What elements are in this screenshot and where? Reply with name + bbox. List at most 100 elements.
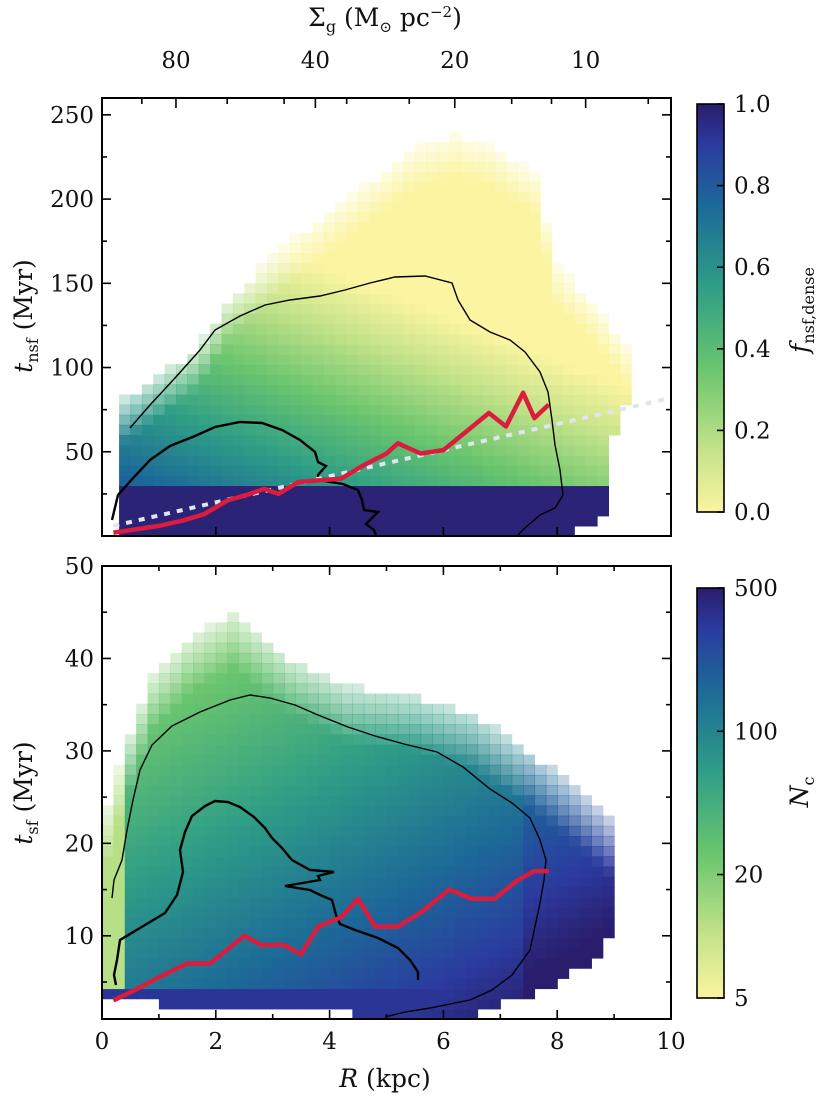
heatmap-cell <box>181 968 194 979</box>
heatmap-cell <box>238 754 251 766</box>
heatmap-cell <box>358 465 371 476</box>
heatmap-cell <box>505 333 518 345</box>
heatmap-cell <box>471 515 484 527</box>
heatmap-cell <box>545 856 558 868</box>
heatmap-cell <box>426 414 439 426</box>
heatmap-cell <box>352 744 365 756</box>
heatmap-cell <box>505 364 518 375</box>
heatmap-cell <box>170 693 183 705</box>
heatmap-cell <box>210 343 223 355</box>
heatmap-cell <box>557 886 570 898</box>
heatmap-cell <box>141 515 154 527</box>
heatmap-cell <box>414 404 427 416</box>
heatmap-cell <box>346 323 359 335</box>
heatmap-cell <box>511 907 524 918</box>
heatmap-cell <box>181 703 194 715</box>
heatmap-cell <box>215 693 228 705</box>
heatmap-cell <box>602 825 615 837</box>
heatmap-cell <box>375 957 388 969</box>
heatmap-cell <box>409 866 422 878</box>
heatmap-cell <box>392 162 405 173</box>
heatmap-cell <box>102 825 114 837</box>
heatmap-cell <box>335 525 348 536</box>
heatmap-cell <box>113 825 126 837</box>
heatmap-cell <box>278 293 291 305</box>
heatmap-cell <box>306 856 319 868</box>
heatmap-cell <box>454 835 467 847</box>
heatmap-cell <box>238 886 251 898</box>
heatmap-cell <box>414 343 427 355</box>
heatmap-cell <box>380 222 393 234</box>
heatmap-cell <box>551 505 564 517</box>
heatmap-cell <box>238 764 251 776</box>
bottom-contour-inner <box>112 799 420 986</box>
heatmap-cell <box>369 354 382 365</box>
heatmap-cell <box>449 141 462 153</box>
heatmap-cell <box>363 968 376 979</box>
heatmap-cell <box>346 424 359 436</box>
heatmap-cell <box>403 364 416 375</box>
heatmap-cell <box>158 825 171 837</box>
heatmap-cell <box>284 957 297 969</box>
heatmap-cell <box>215 744 228 756</box>
heatmap-cell <box>517 252 530 264</box>
heatmap-cell <box>511 978 524 990</box>
heatmap-cell <box>574 485 587 497</box>
heatmap-cell <box>397 968 410 979</box>
heatmap-cell <box>170 896 183 908</box>
heatmap-cell <box>352 693 365 705</box>
heatmap-cell <box>420 998 433 1010</box>
heatmap-cell <box>187 364 200 375</box>
heatmap-cell <box>369 263 382 274</box>
heatmap-cell <box>284 947 297 959</box>
heatmap-cell <box>102 815 114 827</box>
heatmap-cell <box>204 663 217 674</box>
heatmap-cell <box>204 917 217 929</box>
heatmap-cell <box>329 998 342 1010</box>
heatmap-cell <box>147 978 160 990</box>
heatmap-cell <box>352 947 365 959</box>
heatmap-cell <box>267 465 279 476</box>
heatmap-cell <box>466 907 479 918</box>
heatmap-cell <box>483 151 496 163</box>
heatmap-cell <box>403 212 416 224</box>
heatmap-cell <box>494 333 507 345</box>
heatmap-cell <box>170 805 183 817</box>
heatmap-cell <box>545 886 558 898</box>
heatmap-cell <box>204 795 217 807</box>
heatmap-cell <box>540 394 553 406</box>
heatmap-cell <box>494 293 507 305</box>
heatmap-cell <box>414 374 427 385</box>
heatmap-cell <box>397 795 410 807</box>
heatmap-cell <box>215 734 228 746</box>
heatmap-cell <box>318 947 331 959</box>
heatmap-cell <box>215 805 228 817</box>
heatmap-cell <box>221 525 234 536</box>
heatmap-cell <box>306 734 319 746</box>
heatmap-cell <box>545 927 558 939</box>
heatmap-cell <box>517 303 530 315</box>
heatmap-cell <box>210 455 223 466</box>
heatmap-cell <box>619 354 632 365</box>
heatmap-cell <box>278 242 291 254</box>
heatmap-cell <box>306 724 319 735</box>
heatmap-cell <box>306 947 319 959</box>
heatmap-cell <box>437 455 450 466</box>
heatmap-cell <box>608 424 621 436</box>
heatmap-cell <box>232 384 245 396</box>
heatmap-cell <box>483 212 496 224</box>
heatmap-cell <box>369 273 382 284</box>
heatmap-cell <box>261 713 274 725</box>
heatmap-cell <box>432 815 444 827</box>
heatmap-cell <box>545 825 558 837</box>
heatmap-cell <box>369 313 382 325</box>
heatmap-cell <box>460 364 473 375</box>
heatmap-cell <box>278 495 291 507</box>
heatmap-cell <box>261 642 274 654</box>
heatmap-cell <box>238 815 251 827</box>
heatmap-cell <box>164 525 177 536</box>
heatmap-cell <box>295 825 308 837</box>
heatmap-cell <box>562 424 575 436</box>
heatmap-cell <box>528 445 541 456</box>
heatmap-cell <box>574 515 587 527</box>
